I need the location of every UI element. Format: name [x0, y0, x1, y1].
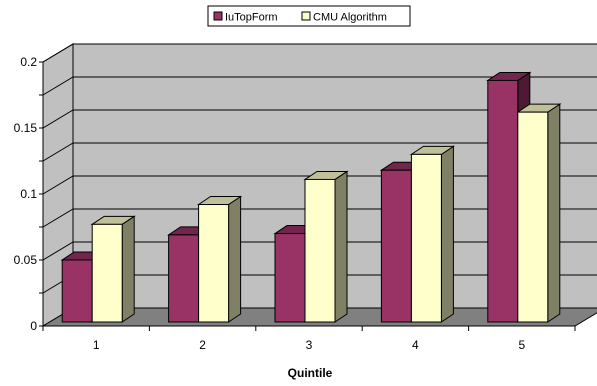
- bar: [90, 215, 136, 323]
- gridline: [42, 43, 597, 63]
- x-axis-label: Quintile: [288, 366, 333, 380]
- bar: [409, 145, 456, 323]
- axes: [39, 61, 576, 331]
- bar-side: [547, 103, 561, 323]
- bar-front: [487, 79, 519, 323]
- bar: [516, 103, 562, 323]
- bar-front: [517, 111, 549, 323]
- tick-labels: 0 0.05 0.1 0.15 0.2 1 2 3 4 5: [14, 55, 526, 352]
- y-tick-label: 0.15: [14, 121, 38, 135]
- legend-swatch: [213, 11, 223, 21]
- x-tick-label: 2: [199, 338, 206, 352]
- bar-front: [380, 169, 412, 323]
- bar-front: [168, 234, 200, 323]
- gridline: [42, 142, 597, 162]
- bar: [303, 170, 349, 323]
- legend-swatch: [301, 11, 311, 21]
- x-tick-label: 1: [93, 338, 100, 352]
- legend-label: CMU Algorithm: [313, 12, 387, 24]
- bar-front: [198, 204, 230, 323]
- bar-front: [274, 233, 306, 323]
- gridline: [42, 76, 597, 96]
- y-tick-label: 0.1: [20, 187, 37, 201]
- x-tick-label: 4: [412, 338, 419, 352]
- y-tick-label: 0.2: [20, 55, 37, 69]
- bar-side: [440, 145, 454, 323]
- legend-label: IuTopForm: [225, 12, 278, 24]
- y-tick-label: 0: [30, 319, 37, 333]
- bar-front: [304, 178, 336, 323]
- y-tick-label: 0.05: [14, 253, 38, 267]
- gridline: [42, 109, 597, 129]
- x-tick-label: 3: [306, 338, 313, 352]
- bar: [196, 195, 243, 323]
- bar-side: [334, 170, 348, 323]
- legend: IuTopForm CMU Algorithm: [207, 5, 411, 27]
- bars: [60, 71, 562, 323]
- bar-front: [410, 153, 442, 323]
- bar-front: [91, 223, 123, 323]
- bar-side: [228, 195, 242, 323]
- x-tick-label: 5: [518, 338, 525, 352]
- bar-front: [61, 259, 93, 323]
- bar-side: [121, 215, 135, 323]
